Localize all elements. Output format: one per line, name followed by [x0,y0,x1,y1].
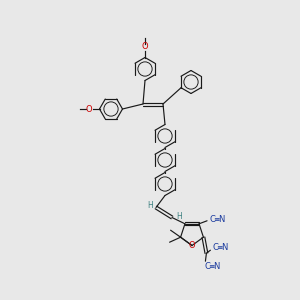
Text: N: N [221,243,228,252]
Text: H: H [176,212,182,221]
Text: O: O [85,104,92,113]
Text: O: O [142,42,148,51]
Text: C: C [204,262,210,271]
Text: ≡: ≡ [213,215,219,224]
Text: C: C [209,215,215,224]
Text: C: C [212,243,218,252]
Text: O: O [189,241,195,250]
Text: N: N [218,215,224,224]
Text: ≡: ≡ [216,243,223,252]
Text: ≡: ≡ [208,262,215,271]
Text: N: N [213,262,220,271]
Text: H: H [147,201,153,210]
